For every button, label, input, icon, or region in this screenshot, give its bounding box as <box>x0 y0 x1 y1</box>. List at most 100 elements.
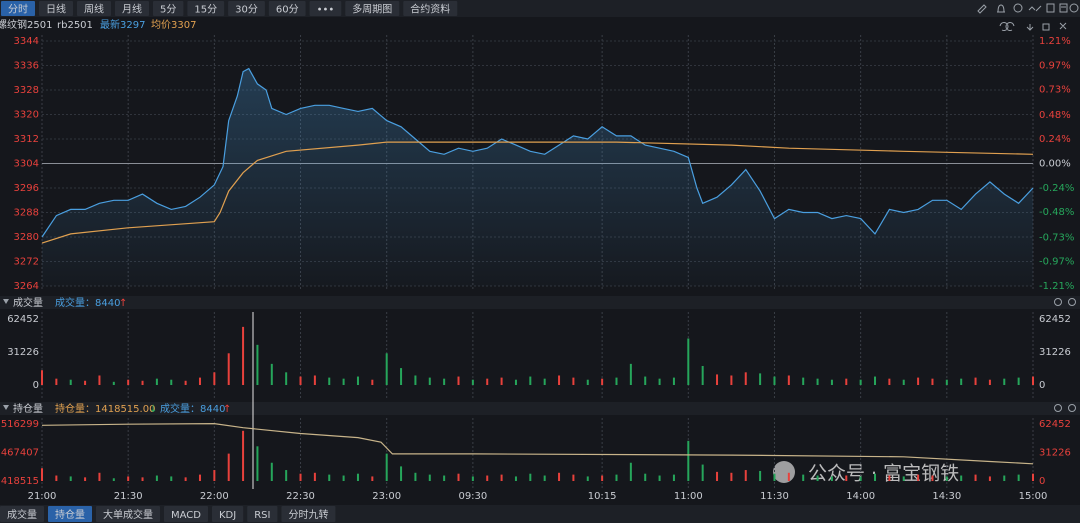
y2-tick-label: 31226 <box>1039 347 1071 358</box>
toolbar-tab-bg[interactable] <box>403 1 458 16</box>
toolbar-tab[interactable]: 60分 <box>276 4 299 16</box>
y-tick-label: 3344 <box>14 36 39 47</box>
y2-tick-label: -1.21% <box>1039 281 1074 292</box>
volume-bar <box>845 378 848 385</box>
volume-bar <box>55 475 58 481</box>
volume-bar <box>443 475 446 481</box>
latest-price: 最新3297 <box>100 18 145 31</box>
panel-title: 成交量 <box>13 296 43 309</box>
toolbar-tab[interactable]: 5分 <box>160 4 176 16</box>
y2-tick-label: 0.97% <box>1039 60 1071 71</box>
icon[interactable] <box>977 4 987 14</box>
icon[interactable] <box>997 4 1005 13</box>
x-tick-label: 22:00 <box>200 491 229 502</box>
volume-bar <box>615 474 618 481</box>
volume-bar <box>270 363 273 385</box>
icon[interactable] <box>1046 3 1055 13</box>
volume-bar <box>601 475 604 481</box>
bottom-tab-bg[interactable] <box>164 506 208 522</box>
volume-bar <box>902 476 905 481</box>
toolbar-tab-bg[interactable] <box>187 1 225 16</box>
toolbar-tab[interactable]: 周线 <box>84 3 104 16</box>
volume-bar <box>155 475 158 481</box>
volume-bar <box>98 375 101 385</box>
toolbar-tab[interactable]: 15分 <box>194 4 217 16</box>
bottom-tab-bg[interactable] <box>211 506 244 522</box>
toolbar-tab[interactable]: ••• <box>317 5 335 16</box>
bottom-tab-bg[interactable] <box>96 506 160 522</box>
icon[interactable] <box>1054 298 1062 306</box>
volume-bar <box>414 375 417 385</box>
toolbar-tab-bg[interactable] <box>309 1 342 16</box>
x-tick-label: 22:30 <box>286 491 315 502</box>
bottom-tab[interactable]: 持仓量 <box>55 508 85 521</box>
toolbar-tab-bg[interactable] <box>345 1 400 16</box>
icon[interactable] <box>1069 3 1079 13</box>
bottom-tab-bg[interactable] <box>247 506 278 522</box>
bottom-tab-bg[interactable] <box>281 506 336 522</box>
bottom-tab-bg[interactable] <box>0 506 44 522</box>
bottom-tab[interactable]: RSI <box>254 510 270 521</box>
toolbar-tab[interactable]: 多周期图 <box>352 3 392 16</box>
volume-bar <box>84 380 87 385</box>
volume-bar <box>629 363 632 385</box>
collapse-icon[interactable] <box>3 405 9 410</box>
toolbar-tab[interactable]: 30分 <box>235 4 258 16</box>
toolbar-tab-bg[interactable] <box>268 1 306 16</box>
icon[interactable] <box>1013 3 1023 13</box>
y-tick-label: 3336 <box>14 61 39 72</box>
volume-bar <box>256 344 259 385</box>
icon[interactable] <box>999 22 1067 31</box>
volume-bar <box>672 474 675 481</box>
icon[interactable] <box>1068 404 1076 412</box>
arrow: ↑ <box>223 404 231 415</box>
icon[interactable] <box>1068 298 1076 306</box>
volume-bar <box>744 470 747 481</box>
volume-bar <box>428 377 431 385</box>
toolbar-icons[interactable] <box>977 3 1079 412</box>
volume-bar <box>945 379 948 385</box>
y2-tick-label: 0.73% <box>1039 85 1071 96</box>
volume-bar <box>270 462 273 481</box>
toolbar-tab[interactable]: 分时 <box>8 4 28 16</box>
bottom-tab[interactable]: MACD <box>171 510 201 521</box>
icon[interactable] <box>1028 5 1042 12</box>
toolbar-tab-bg[interactable] <box>77 1 111 16</box>
toolbar-tab-bg[interactable] <box>228 1 265 16</box>
volume-bar <box>802 377 805 385</box>
toolbar-tab-bg[interactable] <box>39 1 73 16</box>
toolbar-tab-bg[interactable] <box>153 1 184 16</box>
average-price: 均价3307 <box>151 19 196 31</box>
bottom-tab[interactable]: 大单成交量 <box>103 508 153 521</box>
toolbar-tab[interactable]: 日线 <box>46 3 66 16</box>
bottom-tab[interactable]: KDJ <box>219 510 236 521</box>
bottom-tab-bg[interactable] <box>48 506 92 522</box>
volume-bar <box>184 380 187 385</box>
volume-bar <box>414 472 417 481</box>
icon[interactable] <box>1059 3 1068 13</box>
y-tick-label: 3296 <box>14 183 39 194</box>
bottom-tab[interactable]: 分时九转 <box>288 508 328 521</box>
toolbar-tab[interactable]: 合约资料 <box>410 3 450 16</box>
x-tick-label: 23:00 <box>372 491 401 502</box>
oi-readout: 持仓量：1418515.00 <box>55 402 155 415</box>
collapse-icon[interactable] <box>3 299 9 304</box>
volume-bar <box>342 378 345 385</box>
x-tick-label: 14:30 <box>932 491 961 502</box>
volume-bar <box>572 474 575 481</box>
y2-tick-label: 0 <box>1039 380 1045 391</box>
volume-bar <box>701 464 704 481</box>
volume-bar <box>486 378 489 385</box>
toolbar-tab[interactable]: 月线 <box>122 3 142 16</box>
toolbar-tab-bg[interactable] <box>1 1 35 16</box>
volume-bar <box>342 475 345 481</box>
volume-bar <box>242 326 245 385</box>
volume-header-bg <box>0 296 1080 309</box>
volume-bar <box>500 377 503 385</box>
icon[interactable] <box>1054 404 1062 412</box>
volume-bar <box>830 476 833 481</box>
toolbar-tab-bg[interactable] <box>115 1 149 16</box>
bottom-tab[interactable]: 成交量 <box>7 508 37 521</box>
volume-bar <box>644 473 647 481</box>
volume-bar <box>586 379 589 385</box>
